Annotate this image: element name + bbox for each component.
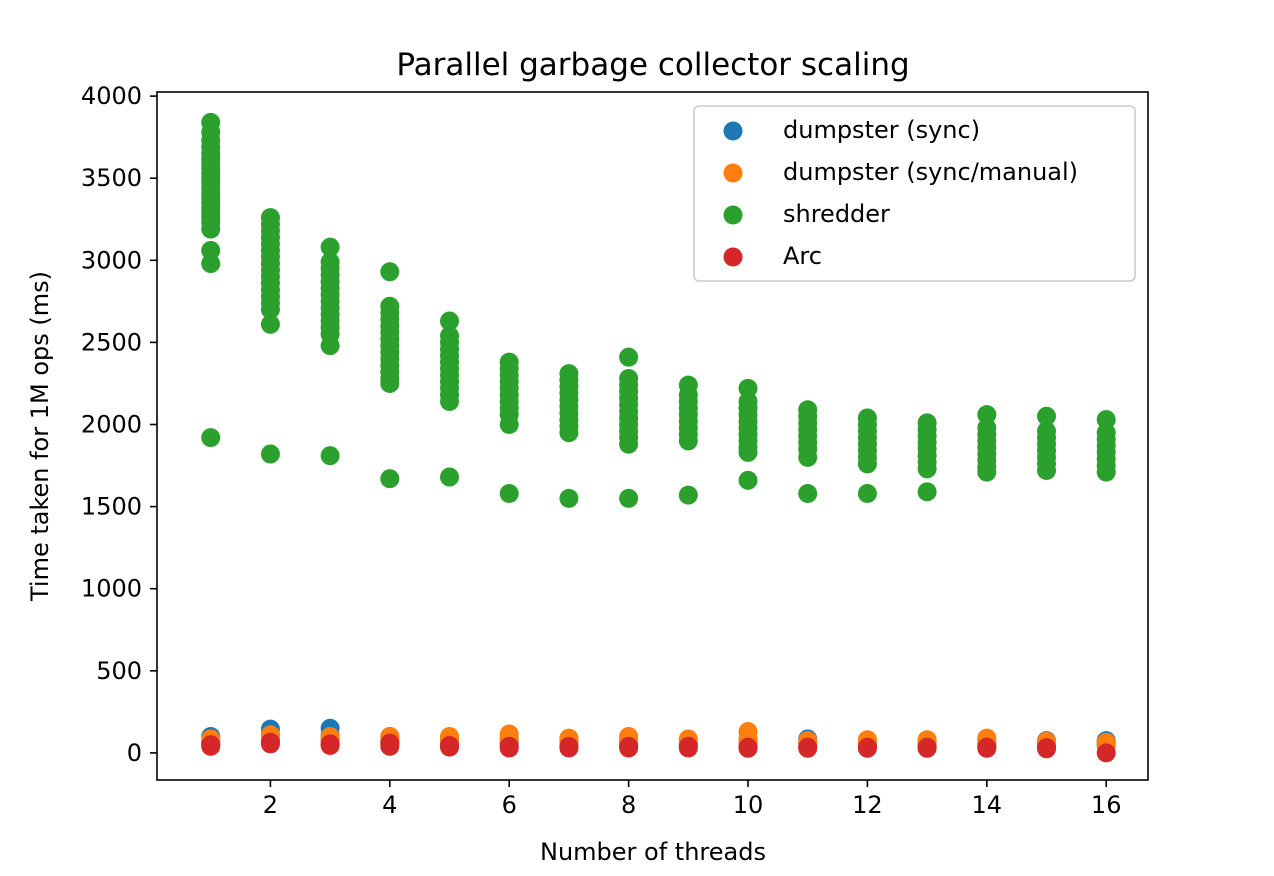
legend-marker	[723, 205, 743, 225]
legend-frame	[693, 105, 1136, 282]
y-axis-label: Time taken for 1M ops (ms)	[26, 271, 54, 602]
scatter-point	[619, 347, 639, 367]
scatter-point	[499, 738, 519, 758]
scatter-point	[738, 378, 758, 398]
legend-label: dumpster (sync)	[783, 116, 980, 144]
scatter-point	[977, 405, 997, 425]
scatter-point	[917, 738, 937, 758]
scatter-point	[201, 736, 221, 756]
scatter-point	[559, 488, 579, 508]
axes: 2 4 6 8 10 12 14 16 0 500 1000 1500 2000 2500 3000 350…	[81, 82, 1149, 819]
scatter-point	[738, 442, 758, 462]
y-tick-label: 3500	[81, 164, 142, 192]
scatter-point	[1037, 739, 1057, 759]
scatter-point	[977, 462, 997, 482]
scatter-point	[499, 483, 519, 503]
scatter-point	[260, 314, 280, 334]
scatter-point	[798, 447, 818, 467]
scatter-point	[440, 737, 460, 757]
scatter-point	[1037, 406, 1057, 426]
scatter-point	[380, 262, 400, 282]
y-tick-label: 4000	[81, 82, 142, 110]
scatter-point	[678, 431, 698, 451]
scatter-point	[1037, 460, 1057, 480]
legend-marker	[723, 163, 743, 183]
scatter-point	[440, 392, 460, 412]
y-axis-ticks: 0 500 1000 1500 2000 2500 3000 3500 4000	[81, 82, 157, 767]
scatter-point	[260, 444, 280, 464]
legend-marker	[723, 247, 743, 267]
scatter-point	[619, 434, 639, 454]
scatter-point	[917, 482, 937, 502]
scatter-point	[1096, 410, 1116, 430]
series-3	[201, 732, 1116, 763]
scatter-point	[260, 734, 280, 754]
scatter-point	[201, 219, 221, 239]
scatter-point	[320, 237, 340, 257]
scatter-point	[559, 738, 579, 758]
scatter-point	[1096, 462, 1116, 482]
y-tick-label: 1500	[81, 493, 142, 521]
scatter-point	[977, 738, 997, 758]
legend-label: shredder	[783, 200, 890, 228]
series-2	[201, 112, 1116, 508]
legend-label: dumpster (sync/manual)	[783, 158, 1078, 186]
x-tick-label: 14	[972, 791, 1003, 819]
y-tick-label: 0	[127, 739, 142, 767]
chart-title: Parallel garbage collector scaling	[396, 47, 909, 83]
scatter-point	[857, 454, 877, 474]
scatter-point	[499, 415, 519, 435]
scatter-point	[798, 738, 818, 758]
scatter-point	[320, 336, 340, 356]
scatter-point	[678, 738, 698, 758]
x-tick-label: 4	[382, 791, 397, 819]
scatter-point	[559, 423, 579, 443]
scatter-point	[201, 254, 221, 274]
legend-marker	[723, 121, 743, 141]
scatter-point	[678, 485, 698, 505]
scatter-point	[619, 738, 639, 758]
y-tick-label: 2500	[81, 328, 142, 356]
plot-area	[201, 112, 1116, 763]
x-tick-label: 12	[852, 791, 883, 819]
scatter-point	[857, 738, 877, 758]
scatter-point	[380, 373, 400, 393]
scatter-point	[320, 736, 340, 756]
scatter-point	[857, 483, 877, 503]
y-tick-label: 3000	[81, 246, 142, 274]
scatter-point	[738, 470, 758, 490]
x-tick-label: 2	[263, 791, 278, 819]
axes-frame	[156, 91, 1149, 781]
x-axis-label: Number of threads	[540, 838, 766, 866]
scatter-point	[619, 488, 639, 508]
x-tick-label: 16	[1091, 791, 1122, 819]
x-axis-ticks: 2 4 6 8 10 12 14 16	[263, 780, 1122, 819]
x-tick-label: 8	[621, 791, 636, 819]
scatter-point	[917, 459, 937, 479]
scatter-point	[440, 311, 460, 331]
legend-items: dumpster (sync) dumpster (sync/manual) shr…	[723, 116, 1078, 270]
scatter-point	[201, 428, 221, 448]
scatter-point	[320, 446, 340, 466]
x-tick-label: 10	[733, 791, 764, 819]
scatter-point	[440, 467, 460, 487]
legend: dumpster (sync) dumpster (sync/manual) shr…	[693, 105, 1136, 282]
scatter-point	[738, 738, 758, 758]
scatter-point	[260, 300, 280, 320]
scatter-point	[380, 469, 400, 489]
x-tick-label: 6	[502, 791, 517, 819]
y-tick-label: 500	[96, 657, 142, 685]
scatter-point	[1096, 743, 1116, 763]
scatter-point	[201, 240, 221, 260]
y-tick-label: 1000	[81, 575, 142, 603]
y-tick-label: 2000	[81, 411, 142, 439]
scatter-point	[380, 736, 400, 756]
scatter-point	[798, 483, 818, 503]
legend-label: Arc	[783, 242, 822, 270]
